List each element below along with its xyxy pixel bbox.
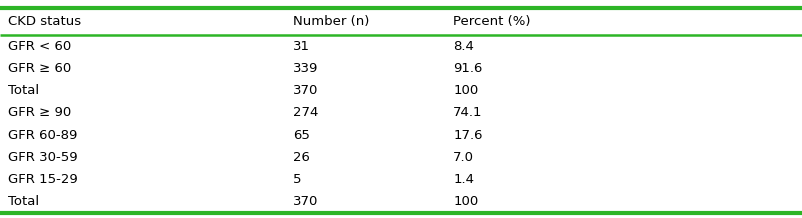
Text: 100: 100 <box>453 195 478 208</box>
Text: GFR ≥ 60: GFR ≥ 60 <box>8 62 71 75</box>
Text: 5: 5 <box>293 173 302 186</box>
Text: GFR 15-29: GFR 15-29 <box>8 173 78 186</box>
Text: 8.4: 8.4 <box>453 40 474 53</box>
Text: Number (n): Number (n) <box>293 15 369 28</box>
Text: 26: 26 <box>293 151 310 164</box>
Text: 17.6: 17.6 <box>453 129 483 142</box>
Text: 1.4: 1.4 <box>453 173 474 186</box>
Text: GFR 60-89: GFR 60-89 <box>8 129 78 142</box>
Text: 274: 274 <box>293 106 318 119</box>
Text: 7.0: 7.0 <box>453 151 474 164</box>
Text: 74.1: 74.1 <box>453 106 483 119</box>
Text: 370: 370 <box>293 195 318 208</box>
Text: 370: 370 <box>293 84 318 97</box>
Text: 31: 31 <box>293 40 310 53</box>
Text: 65: 65 <box>293 129 310 142</box>
Text: GFR 30-59: GFR 30-59 <box>8 151 78 164</box>
Text: 100: 100 <box>453 84 478 97</box>
Text: Percent (%): Percent (%) <box>453 15 531 28</box>
Text: Total: Total <box>8 195 39 208</box>
Text: Total: Total <box>8 84 39 97</box>
Text: CKD status: CKD status <box>8 15 81 28</box>
Text: 91.6: 91.6 <box>453 62 483 75</box>
Text: GFR ≥ 90: GFR ≥ 90 <box>8 106 71 119</box>
Text: GFR < 60: GFR < 60 <box>8 40 71 53</box>
Text: 339: 339 <box>293 62 318 75</box>
